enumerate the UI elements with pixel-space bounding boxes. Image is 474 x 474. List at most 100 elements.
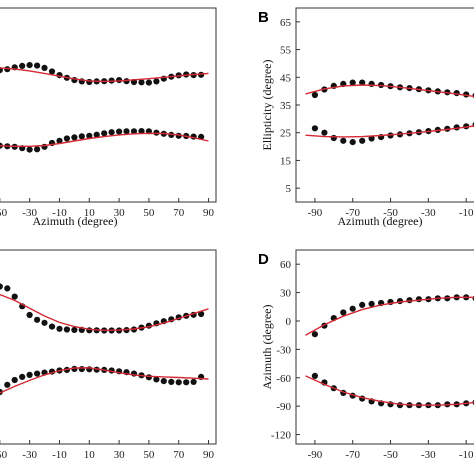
data-point [11, 293, 18, 300]
x-tick-label: -30 [421, 207, 436, 219]
data-point [123, 128, 130, 135]
data-point [34, 370, 41, 377]
y-tick-label: -60 [276, 373, 291, 385]
data-point [175, 379, 182, 386]
x-tick-label: -10 [52, 449, 67, 461]
data-point [34, 316, 41, 323]
data-point [93, 131, 100, 138]
fit-curve [305, 296, 474, 336]
data-point [160, 378, 167, 385]
fit-curve [0, 132, 209, 147]
y-tick-label: 35 [280, 100, 292, 112]
fit-curve [305, 375, 474, 406]
y-tick-label: 25 [280, 128, 292, 140]
x-tick-label: 90 [203, 449, 215, 461]
data-point [138, 79, 145, 86]
data-point [78, 133, 85, 140]
data-point [26, 371, 33, 378]
x-tick-label: 70 [173, 449, 185, 461]
x-axis-title: Azimuth (degree) [33, 214, 118, 228]
x-tick-label: -70 [345, 207, 360, 219]
data-point [86, 132, 93, 139]
data-point [190, 378, 197, 385]
data-point [349, 139, 356, 146]
data-point [26, 146, 33, 153]
y-tick-label: -120 [271, 430, 292, 442]
data-point [153, 78, 160, 85]
x-tick-label: 10 [84, 449, 96, 461]
data-point [11, 376, 18, 384]
chart-panel-4: -90-70-50-30-101060300-30-60-90-120Azimu… [258, 249, 474, 461]
x-tick-label: -10 [52, 207, 67, 219]
y-tick-label: 65 [280, 17, 292, 29]
data-point [359, 301, 366, 308]
x-tick-label: -90 [308, 207, 323, 219]
fit-curve [0, 67, 209, 83]
data-point [340, 309, 347, 316]
data-point [4, 285, 11, 292]
fit-curve [0, 367, 209, 394]
x-tick-label: 70 [173, 207, 185, 219]
panel-letter: B [258, 9, 269, 26]
x-tick-label: -10 [459, 207, 474, 219]
data-point [183, 379, 190, 386]
data-point [368, 80, 375, 87]
data-point [19, 62, 26, 69]
x-tick-label: -50 [0, 207, 8, 219]
x-tick-label: -70 [345, 449, 360, 461]
fit-curve [305, 125, 474, 138]
y-tick-label: 60 [280, 259, 292, 271]
data-point [48, 68, 56, 75]
x-tick-label: -50 [0, 449, 8, 461]
data-point [349, 305, 356, 312]
data-point [41, 64, 48, 71]
plot-frame [295, 249, 474, 445]
data-point [311, 91, 318, 99]
chart-panel-3: -50 -30 -10 10 30 50 70 90 [0, 249, 217, 461]
data-point [108, 129, 115, 136]
data-point [349, 79, 356, 86]
plot-frame [0, 7, 217, 203]
y-tick-label: 15 [280, 155, 292, 167]
chart-panel-1: -50 -30 -10 10 30 50 70 90 Azimuth (degree) [0, 7, 217, 228]
y-tick-label: 45 [280, 72, 292, 84]
data-point [34, 62, 41, 69]
y-axis-title: Ellipticity (degree) [260, 60, 274, 151]
x-tick-label: 50 [143, 449, 155, 461]
data-point [34, 146, 41, 153]
y-axis-title: Azimuth (degree) [260, 305, 274, 390]
fit-curve [305, 84, 474, 98]
data-point [71, 326, 78, 333]
data-point [56, 325, 63, 332]
x-tick-label: 10 [84, 207, 96, 219]
data-point [198, 310, 205, 318]
x-axis-title: Azimuth (degree) [338, 214, 423, 228]
data-point [101, 130, 108, 137]
data-point [78, 366, 85, 373]
x-tick-label: -30 [22, 207, 37, 219]
data-point [311, 331, 318, 338]
chart-panel-2: -90-70-50-30-10105152535455565Azimuth (d… [258, 7, 474, 228]
plot-frame [0, 249, 217, 445]
data-point [48, 323, 56, 330]
y-tick-label: 5 [286, 183, 292, 195]
plot-frame [295, 7, 474, 203]
data-point [359, 137, 366, 144]
data-point [330, 134, 337, 142]
y-tick-label: 30 [280, 288, 292, 300]
data-point [4, 381, 11, 388]
data-point [368, 300, 375, 307]
data-point [168, 378, 175, 385]
y-tick-label: -90 [276, 401, 291, 413]
data-point [0, 283, 3, 290]
data-point [116, 128, 123, 135]
data-point [56, 137, 63, 144]
y-tick-label: 55 [280, 45, 292, 57]
data-point [71, 134, 78, 141]
data-point [86, 78, 93, 86]
x-tick-label: 30 [114, 207, 126, 219]
x-tick-label: -90 [308, 449, 323, 461]
data-point [26, 62, 33, 69]
data-point [26, 311, 33, 319]
